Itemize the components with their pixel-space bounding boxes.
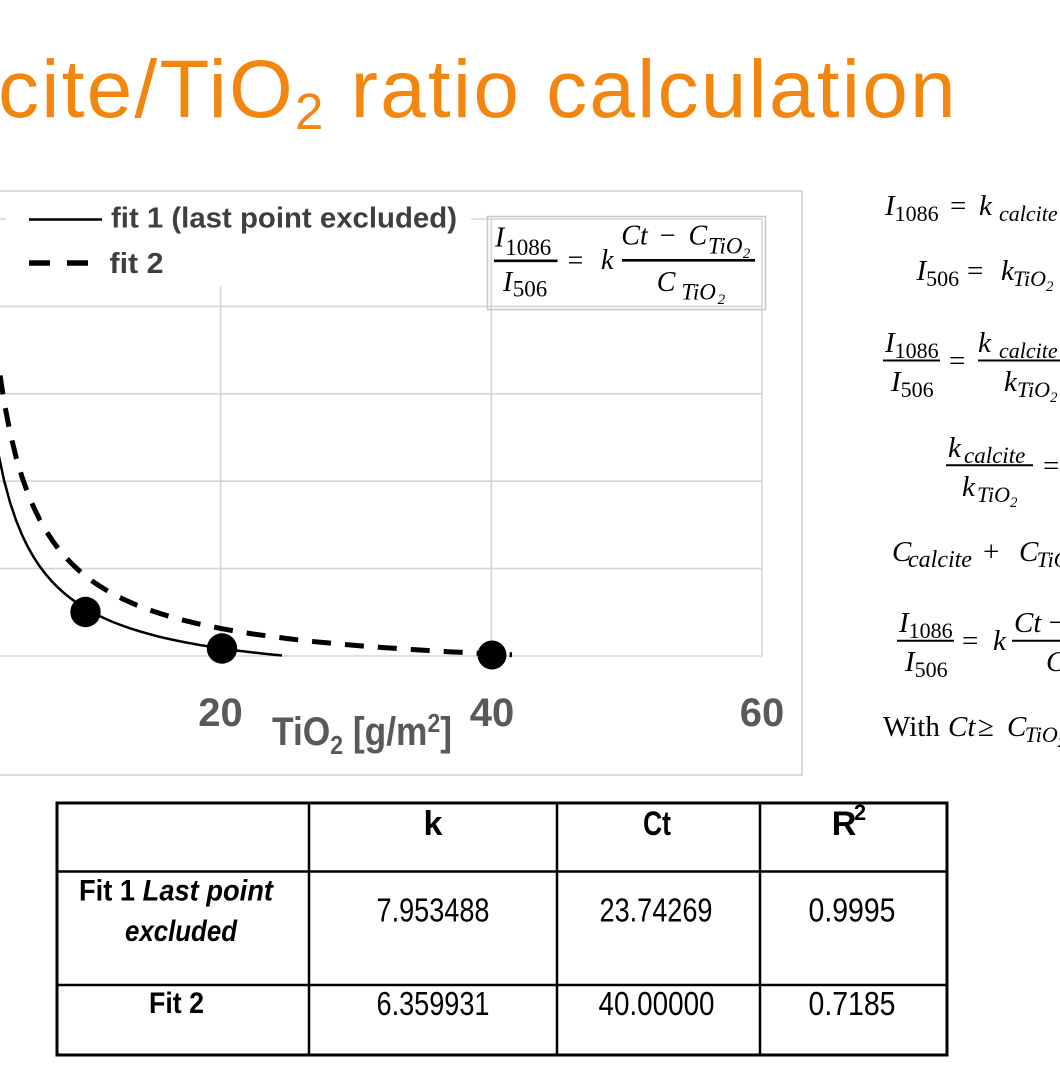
- svg-text:40.00000: 40.00000: [599, 985, 715, 1022]
- svg-text:TiO2 [g/m2]: TiO2 [g/m2]: [272, 708, 452, 760]
- svg-text:Fit 2: Fit 2: [149, 987, 204, 1020]
- svg-text:=: =: [962, 625, 978, 657]
- svg-text:kTiO2: kTiO2: [1004, 366, 1058, 406]
- svg-text:0.7185: 0.7185: [809, 985, 896, 1022]
- svg-text:0.9995: 0.9995: [809, 892, 896, 929]
- svg-text:R: R: [832, 805, 857, 843]
- svg-text:−: −: [660, 221, 676, 252]
- svg-text:k: k: [993, 625, 1007, 657]
- svg-text:fit 1 (last point excluded): fit 1 (last point excluded): [111, 203, 457, 235]
- svg-text:I1086: I1086: [884, 327, 939, 363]
- svg-text:I506: I506: [890, 366, 934, 402]
- svg-text:=: =: [1043, 450, 1059, 482]
- svg-text:Fit 1 Last point: Fit 1 Last point: [79, 875, 275, 908]
- svg-text:23.74269: 23.74269: [600, 892, 713, 929]
- svg-text:k: k: [424, 805, 443, 843]
- svg-text:=: =: [949, 345, 965, 377]
- svg-text:2: 2: [718, 292, 726, 308]
- svg-text:I: I: [502, 267, 514, 298]
- svg-text:1086: 1086: [505, 235, 551, 260]
- svg-text:7.953488: 7.953488: [377, 892, 490, 929]
- svg-text:20: 20: [198, 691, 243, 735]
- svg-text:2: 2: [854, 800, 866, 825]
- svg-text:I1086: I1086: [898, 607, 953, 643]
- svg-text:I: I: [494, 223, 506, 254]
- svg-text:2: 2: [743, 246, 751, 262]
- svg-text:60: 60: [740, 691, 785, 735]
- svg-text:TiO: TiO: [681, 280, 716, 305]
- svg-text:506: 506: [513, 276, 548, 301]
- svg-text:kTiO2: kTiO2: [962, 471, 1018, 511]
- svg-text:cite/TiO2 ratio calculation: cite/TiO2 ratio calculation: [0, 44, 958, 140]
- svg-text:6.359931: 6.359931: [377, 985, 490, 1022]
- svg-text:40: 40: [470, 691, 515, 735]
- svg-text:TiO: TiO: [708, 234, 743, 259]
- svg-text:k: k: [601, 245, 614, 276]
- svg-text:=: =: [568, 246, 584, 277]
- svg-text:excluded: excluded: [125, 915, 238, 948]
- svg-text:I506: I506: [904, 646, 948, 682]
- svg-text:Ct: Ct: [621, 221, 649, 252]
- svg-text:fit 2: fit 2: [110, 248, 164, 280]
- svg-text:C: C: [657, 267, 676, 298]
- svg-text:Ct: Ct: [643, 805, 671, 843]
- svg-text:C: C: [689, 221, 708, 252]
- svg-text:I506=kTiO2: I506 = kTiO2: [916, 255, 1055, 295]
